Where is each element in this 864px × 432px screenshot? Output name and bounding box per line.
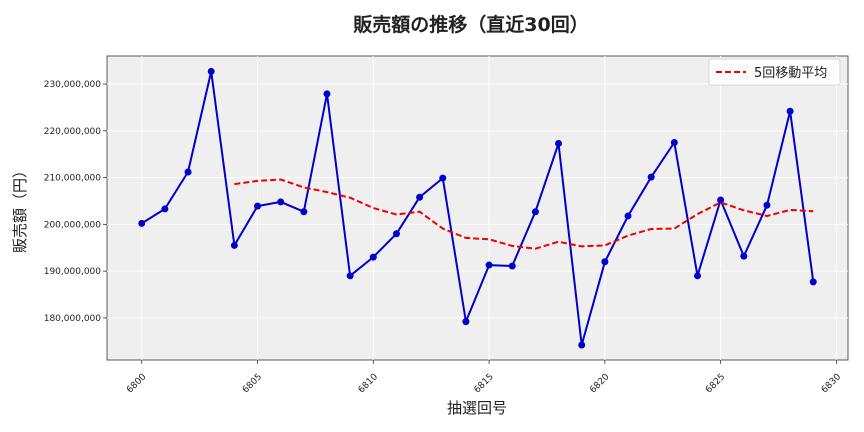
data-point (230, 241, 238, 249)
legend-label-moving-average: 5回移動平均 (754, 66, 827, 81)
data-point (439, 174, 447, 182)
data-point (717, 196, 725, 204)
data-point (508, 262, 516, 270)
x-tick-label: 6800 (125, 372, 148, 395)
legend: 5回移動平均 (708, 58, 841, 86)
y-tick-label: 190,000,000 (44, 267, 102, 277)
data-point (809, 278, 817, 286)
data-point (369, 253, 377, 261)
data-point (647, 173, 655, 181)
y-axis-label: 販売額（円） (11, 163, 29, 253)
y-tick-label: 210,000,000 (44, 174, 102, 184)
data-point (763, 201, 771, 209)
series-line-sales (141, 70, 815, 346)
data-point (277, 198, 285, 206)
data-point (693, 272, 701, 280)
data-point (323, 90, 331, 98)
data-point (670, 139, 678, 147)
data-point (346, 272, 354, 280)
y-tick-label: 180,000,000 (44, 314, 102, 324)
data-point (624, 212, 632, 220)
data-point (416, 193, 424, 201)
data-point (138, 219, 146, 227)
x-tick-label: 6830 (820, 372, 843, 395)
x-tick-label: 6805 (241, 372, 264, 395)
x-tick-label: 6825 (704, 372, 727, 395)
x-tick-label: 6810 (357, 372, 380, 395)
data-point (254, 202, 262, 210)
data-point (392, 230, 400, 238)
data-point (531, 208, 539, 216)
data-point (740, 252, 748, 260)
series-line-moving-average (234, 178, 814, 250)
x-tick-label: 6815 (473, 372, 496, 395)
chart-title: 販売額の推移（直近30回） (353, 13, 588, 36)
data-point (300, 208, 308, 216)
data-point (207, 67, 215, 75)
plot-area (106, 55, 849, 361)
data-point (601, 258, 609, 266)
data-point (555, 139, 563, 147)
data-point (161, 205, 169, 213)
y-axis-ticks: 180,000,000 190,000,000 200,000,000 210,000… (44, 80, 107, 324)
data-point (184, 168, 192, 176)
data-point (786, 107, 794, 115)
legend-box (708, 58, 841, 86)
y-tick-label: 230,000,000 (44, 80, 102, 90)
y-tick-label: 200,000,000 (44, 220, 102, 230)
y-tick-label: 220,000,000 (44, 127, 102, 137)
series-group (138, 67, 817, 349)
x-axis-label: 抽選回号 (447, 399, 507, 417)
x-axis-ticks: 6800 6805 6810 6815 6820 6825 6830 (125, 360, 843, 395)
data-point (485, 261, 493, 269)
data-point (578, 341, 586, 349)
data-point (462, 318, 470, 326)
x-tick-label: 6820 (588, 372, 611, 395)
